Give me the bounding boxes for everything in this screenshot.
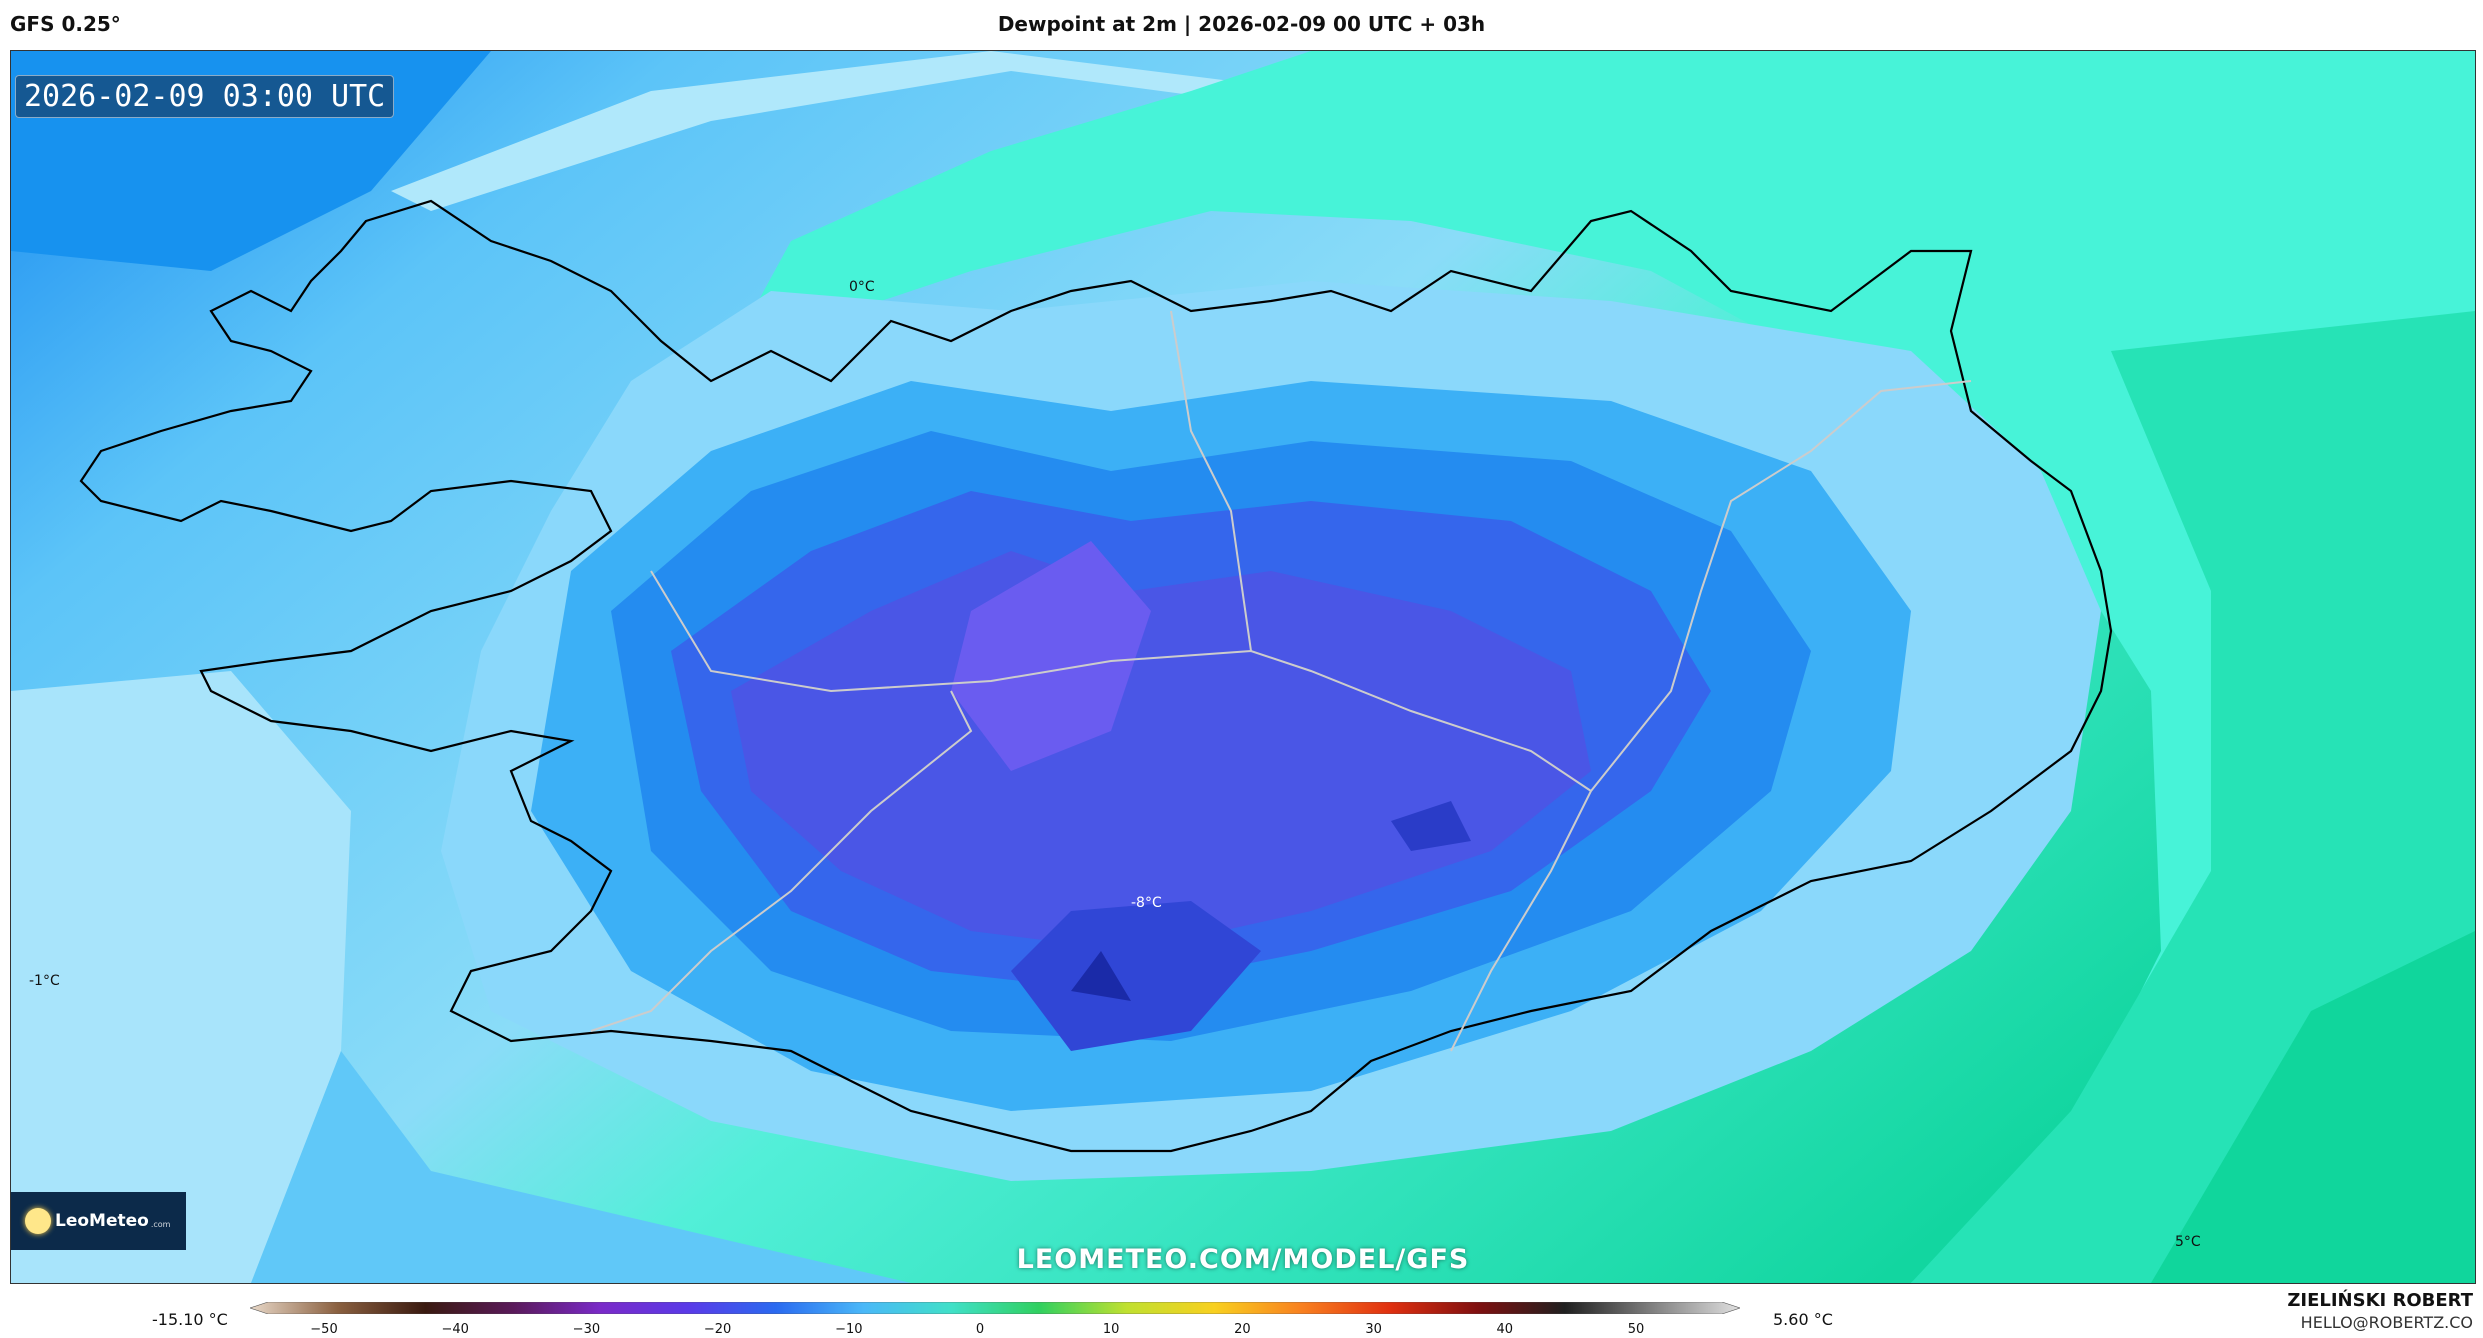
colorbar — [250, 1302, 1740, 1314]
iceland-coastline — [79, 199, 2113, 1153]
header: GFS 0.25° Dewpoint at 2m | 2026-02-09 00… — [0, 0, 2483, 50]
map-canvas — [11, 51, 2475, 1283]
dewpoint-map[interactable]: 2026-02-09 03:00 UTC 0°C -8°C -1°C 5°C L… — [10, 50, 2476, 1284]
colorbar-max-label: 5.60 °C — [1773, 1310, 1833, 1329]
colorbar-tick-label: 10 — [1102, 1322, 1120, 1337]
contour-sw — [251, 1051, 911, 1283]
contour-core-east — [1391, 801, 1471, 851]
contour-core-south — [1011, 901, 1261, 1051]
colorbar-tick-label: 20 — [1234, 1322, 1251, 1337]
colorbar-tick-label: −10 — [835, 1322, 863, 1337]
region-border-2 — [590, 690, 973, 1032]
contour-label-neg8: -8°C — [1131, 895, 1162, 911]
site-url[interactable]: LEOMETEO.COM/MODEL/GFS — [1016, 1244, 1470, 1275]
logo-name: LeoMeteo — [55, 1211, 149, 1231]
valid-time-stamp: 2026-02-09 03:00 UTC — [15, 75, 395, 118]
colorbar-tick-label: −30 — [572, 1322, 601, 1337]
contour-label-neg1: -1°C — [29, 973, 60, 989]
map-title: Dewpoint at 2m | 2026-02-09 00 UTC + 03h — [997, 12, 1486, 36]
colorbar-tick-label: −50 — [310, 1322, 338, 1337]
contour-core-min — [1071, 951, 1131, 1001]
colorbar-gradient — [250, 1302, 1740, 1314]
contour-label-0: 0°C — [849, 279, 875, 295]
colorbar-min-label: -15.10 °C — [152, 1310, 228, 1329]
colorbar-tick-label: −40 — [441, 1322, 469, 1337]
region-border-3 — [1170, 310, 1252, 652]
colorbar-tick-label: 40 — [1496, 1322, 1514, 1337]
leometeo-logo[interactable]: LeoMeteo .com — [11, 1192, 186, 1250]
sun-icon — [25, 1208, 51, 1234]
author-email[interactable]: HELLO@ROBERTZ.CO — [2300, 1313, 2473, 1332]
region-border-4 — [1590, 380, 1972, 792]
colorbar-tick-label: 0 — [975, 1322, 985, 1337]
contour-west-light — [11, 671, 351, 1283]
contour-label-5: 5°C — [2175, 1234, 2201, 1250]
colorbar-tick-label: 30 — [1365, 1322, 1382, 1337]
contour-east-cyan — [731, 51, 2475, 1283]
contour-ring-4 — [731, 551, 1591, 951]
model-label: GFS 0.25° — [10, 12, 121, 36]
colorbar-tick-label: −20 — [703, 1322, 732, 1337]
logo-suffix: .com — [150, 1219, 171, 1229]
region-border-1 — [650, 570, 1593, 1052]
contour-core-north — [951, 541, 1151, 771]
author-name: ZIELIŃSKI ROBERT — [2287, 1290, 2473, 1311]
contour-se-deep — [2151, 931, 2475, 1283]
colorbar-tick-label: 50 — [1627, 1322, 1645, 1337]
